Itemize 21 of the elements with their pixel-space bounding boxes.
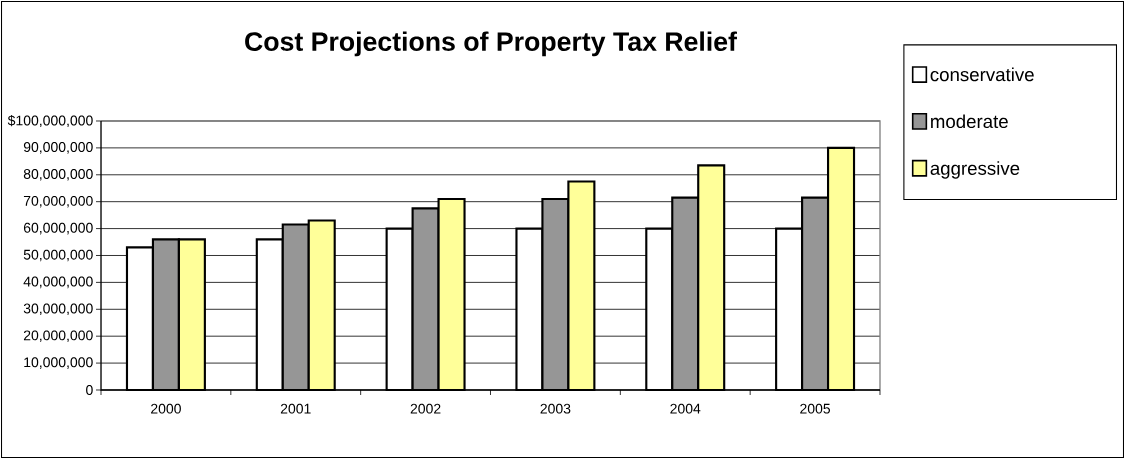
- y-tick-label: 60,000,000: [23, 222, 93, 235]
- legend-label: aggressive: [930, 161, 1020, 179]
- y-tick-label: 80,000,000: [23, 169, 93, 181]
- y-tick-label: 50,000,000: [23, 249, 93, 262]
- x-tick-label: 2005: [800, 403, 831, 414]
- legend-label: moderate: [931, 114, 1008, 129]
- chart-title: Cost Projections of Property Tax Relief: [245, 31, 737, 57]
- x-tick-label: 2003: [540, 403, 571, 414]
- y-tick-label: 70,000,000: [23, 195, 93, 208]
- x-tick-label: 2004: [670, 403, 701, 414]
- y-tick-label: 20,000,000: [23, 330, 93, 342]
- legend-label: conservative: [930, 67, 1034, 82]
- y-tick-label: $100,000,000: [7, 114, 93, 128]
- x-tick-label: 2000: [151, 403, 181, 414]
- y-tick-label: 0: [86, 385, 93, 395]
- y-tick-label: 30,000,000: [23, 303, 93, 316]
- y-tick-label: 40,000,000: [23, 276, 93, 289]
- x-tick-label: 2001: [280, 403, 311, 414]
- y-tick-label: 10,000,000: [24, 357, 93, 369]
- x-tick-label: 2002: [410, 403, 441, 414]
- y-tick-label: 90,000,000: [23, 142, 93, 154]
